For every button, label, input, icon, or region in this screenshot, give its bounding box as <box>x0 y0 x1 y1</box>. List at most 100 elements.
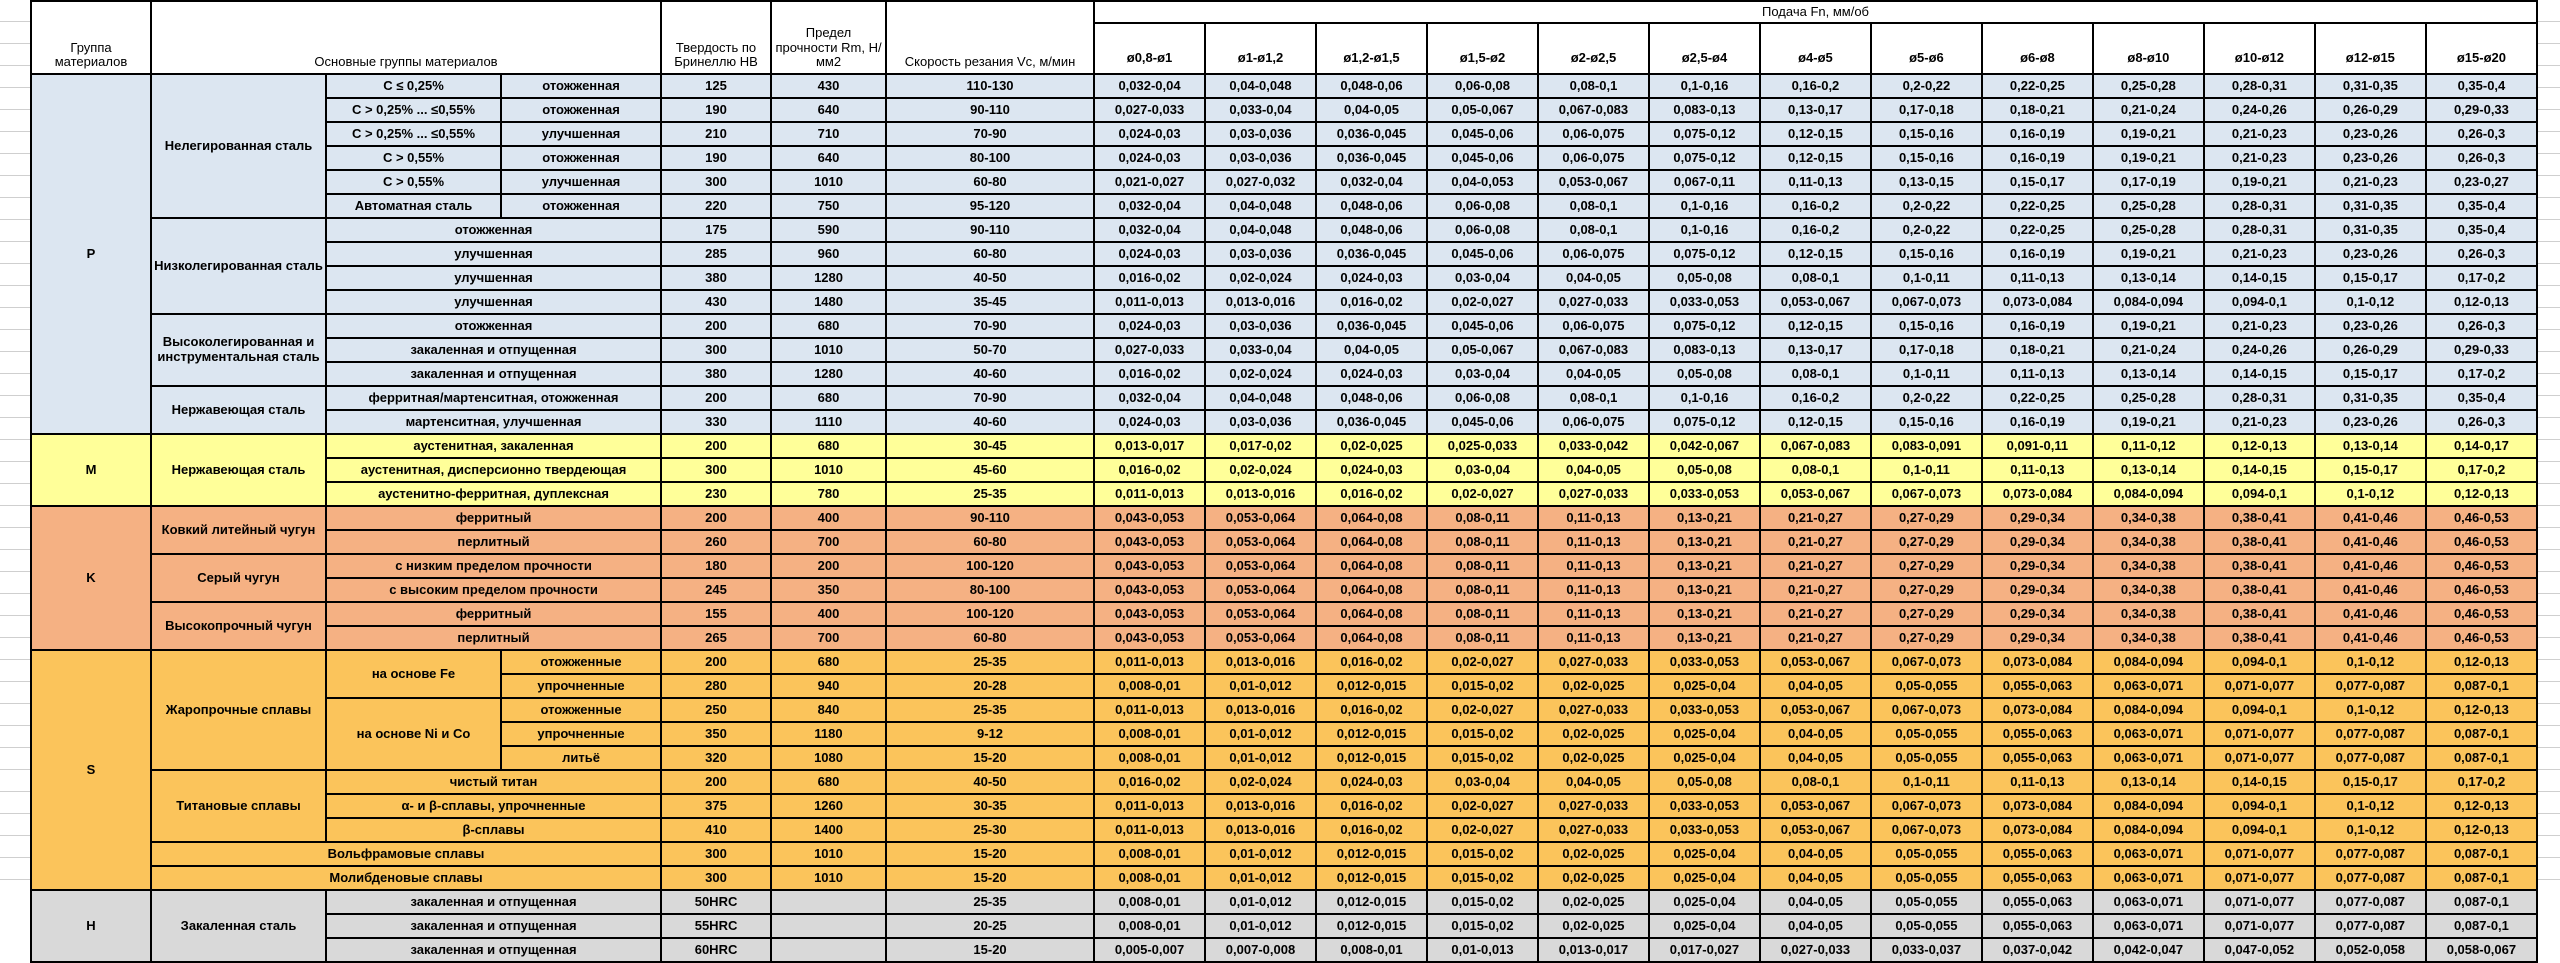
feed-cell[interactable]: 0,27-0,29 <box>1869 505 1983 531</box>
feed-cell[interactable]: 0,41-0,46 <box>2313 625 2427 651</box>
cell[interactable]: 20-25 <box>885 913 1096 939</box>
feed-cell[interactable]: 0,21-0,23 <box>2202 241 2316 267</box>
cell[interactable]: Высокопрочный чугун <box>150 601 327 651</box>
feed-cell[interactable]: 0,31-0,35 <box>2313 193 2427 219</box>
feed-cell[interactable]: 0,11-0,12 <box>2091 433 2205 459</box>
feed-cell[interactable]: 0,41-0,46 <box>2313 577 2427 603</box>
feed-cell[interactable]: 0,22-0,25 <box>1980 73 2094 99</box>
feed-cell[interactable]: 0,23-0,26 <box>2313 121 2427 147</box>
feed-cell[interactable]: 0,1-0,16 <box>1647 385 1761 411</box>
cell[interactable]: 680 <box>770 433 888 459</box>
cell[interactable]: 190 <box>660 97 773 123</box>
feed-cell[interactable]: 0,23-0,26 <box>2313 145 2427 171</box>
feed-cell[interactable]: 0,084-0,094 <box>2091 481 2205 507</box>
feed-cell[interactable]: 0,016-0,02 <box>1315 649 1428 675</box>
feed-cell[interactable]: 0,12-0,13 <box>2424 793 2539 819</box>
cell[interactable]: мартенситная, улучшенная <box>324 409 663 435</box>
cell[interactable]: улучшенная <box>499 169 663 195</box>
cell[interactable]: 590 <box>770 217 888 243</box>
feed-cell[interactable]: 0,03-0,036 <box>1204 313 1317 339</box>
cell[interactable]: 960 <box>770 241 888 267</box>
feed-cell[interactable]: 0,03-0,04 <box>1425 361 1539 387</box>
feed-cell[interactable]: 0,31-0,35 <box>2313 217 2427 243</box>
cell[interactable]: β-сплавы <box>324 817 663 843</box>
header-hardness[interactable]: Твердость по Бринеллю HB <box>660 0 773 75</box>
feed-cell[interactable]: 0,26-0,29 <box>2313 337 2427 363</box>
cell[interactable]: 640 <box>770 145 888 171</box>
feed-cell[interactable]: 0,08-0,1 <box>1758 769 1872 795</box>
feed-cell[interactable]: 0,084-0,094 <box>2091 697 2205 723</box>
feed-cell[interactable]: 0,012-0,015 <box>1315 745 1428 771</box>
feed-cell[interactable]: 0,048-0,06 <box>1315 73 1428 99</box>
feed-cell[interactable]: 0,008-0,01 <box>1093 889 1207 915</box>
feed-cell[interactable]: 0,053-0,067 <box>1758 289 1872 315</box>
cell[interactable]: Низколегированная сталь <box>150 217 327 315</box>
feed-cell[interactable]: 0,19-0,21 <box>2091 241 2205 267</box>
feed-cell[interactable]: 0,1-0,11 <box>1869 457 1983 483</box>
feed-cell[interactable]: 0,46-0,53 <box>2424 529 2539 555</box>
feed-cell[interactable]: 0,033-0,053 <box>1647 817 1761 843</box>
feed-cell[interactable]: 0,08-0,1 <box>1758 457 1872 483</box>
cell[interactable]: улучшенная <box>324 289 663 315</box>
feed-cell[interactable]: 0,027-0,033 <box>1536 481 1650 507</box>
feed-cell[interactable]: 0,04-0,05 <box>1758 913 1872 939</box>
feed-cell[interactable]: 0,094-0,1 <box>2202 289 2316 315</box>
feed-cell[interactable]: 0,008-0,01 <box>1093 745 1207 771</box>
feed-cell[interactable]: 0,033-0,053 <box>1647 649 1761 675</box>
cell[interactable]: 350 <box>770 577 888 603</box>
feed-cell[interactable]: 0,055-0,063 <box>1980 745 2094 771</box>
feed-cell[interactable]: 0,037-0,042 <box>1980 937 2094 963</box>
feed-cell[interactable]: 0,41-0,46 <box>2313 529 2427 555</box>
feed-cell[interactable]: 0,05-0,055 <box>1869 673 1983 699</box>
feed-cell[interactable]: 0,015-0,02 <box>1425 889 1539 915</box>
feed-cell[interactable]: 0,016-0,02 <box>1315 817 1428 843</box>
feed-cell[interactable]: 0,41-0,46 <box>2313 505 2427 531</box>
cell[interactable]: 200 <box>660 313 773 339</box>
feed-cell[interactable]: 0,053-0,067 <box>1536 169 1650 195</box>
feed-cell[interactable]: 0,1-0,12 <box>2313 793 2427 819</box>
feed-cell[interactable]: 0,13-0,21 <box>1647 601 1761 627</box>
feed-cell[interactable]: 0,08-0,11 <box>1425 601 1539 627</box>
cell[interactable]: 60-80 <box>885 169 1096 195</box>
feed-cell[interactable]: 0,033-0,037 <box>1869 937 1983 963</box>
feed-cell[interactable]: 0,005-0,007 <box>1093 937 1207 963</box>
cell[interactable]: 100-120 <box>885 601 1096 627</box>
feed-cell[interactable]: 0,1-0,16 <box>1647 193 1761 219</box>
feed-cell[interactable]: 0,21-0,23 <box>2313 169 2427 195</box>
feed-cell[interactable]: 0,043-0,053 <box>1093 625 1207 651</box>
feed-cell[interactable]: 0,08-0,11 <box>1425 529 1539 555</box>
feed-cell[interactable]: 0,071-0,077 <box>2202 673 2316 699</box>
feed-cell[interactable]: 0,26-0,3 <box>2424 121 2539 147</box>
feed-cell[interactable]: 0,01-0,012 <box>1204 913 1317 939</box>
feed-cell[interactable]: 0,011-0,013 <box>1093 649 1207 675</box>
feed-cell[interactable]: 0,027-0,033 <box>1536 817 1650 843</box>
feed-cell[interactable]: 0,027-0,033 <box>1536 649 1650 675</box>
cell[interactable]: 1010 <box>770 337 888 363</box>
feed-cell[interactable]: 0,29-0,34 <box>1980 577 2094 603</box>
feed-cell[interactable]: 0,075-0,12 <box>1647 313 1761 339</box>
feed-cell[interactable]: 0,15-0,16 <box>1869 241 1983 267</box>
feed-cell[interactable]: 0,045-0,06 <box>1425 313 1539 339</box>
feed-cell[interactable]: 0,25-0,28 <box>2091 73 2205 99</box>
cell[interactable]: 260 <box>660 529 773 555</box>
feed-cell[interactable]: 0,04-0,05 <box>1758 865 1872 891</box>
cell[interactable]: Нержавеющая сталь <box>150 433 327 507</box>
feed-cell[interactable]: 0,1-0,12 <box>2313 649 2427 675</box>
feed-cell[interactable]: 0,036-0,045 <box>1315 121 1428 147</box>
feed-cell[interactable]: 0,08-0,1 <box>1758 265 1872 291</box>
feed-cell[interactable]: 0,027-0,033 <box>1093 337 1207 363</box>
feed-cell[interactable]: 0,077-0,087 <box>2313 865 2427 891</box>
feed-cell[interactable]: 0,02-0,025 <box>1536 841 1650 867</box>
feed-cell[interactable]: 0,016-0,02 <box>1093 457 1207 483</box>
feed-cell[interactable]: 0,042-0,067 <box>1647 433 1761 459</box>
feed-cell[interactable]: 0,04-0,05 <box>1536 457 1650 483</box>
feed-cell[interactable]: 0,025-0,04 <box>1647 745 1761 771</box>
cell[interactable]: на основе Fe <box>325 649 502 699</box>
cell[interactable]: 380 <box>660 361 773 387</box>
feed-cell[interactable]: 0,045-0,06 <box>1425 409 1539 435</box>
feed-cell[interactable]: 0,027-0,033 <box>1536 793 1650 819</box>
feed-cell[interactable]: 0,38-0,41 <box>2202 553 2316 579</box>
cell[interactable]: с низким пределом прочности <box>324 553 663 579</box>
feed-cell[interactable]: 0,027-0,033 <box>1536 289 1650 315</box>
cell[interactable]: 70-90 <box>885 313 1096 339</box>
